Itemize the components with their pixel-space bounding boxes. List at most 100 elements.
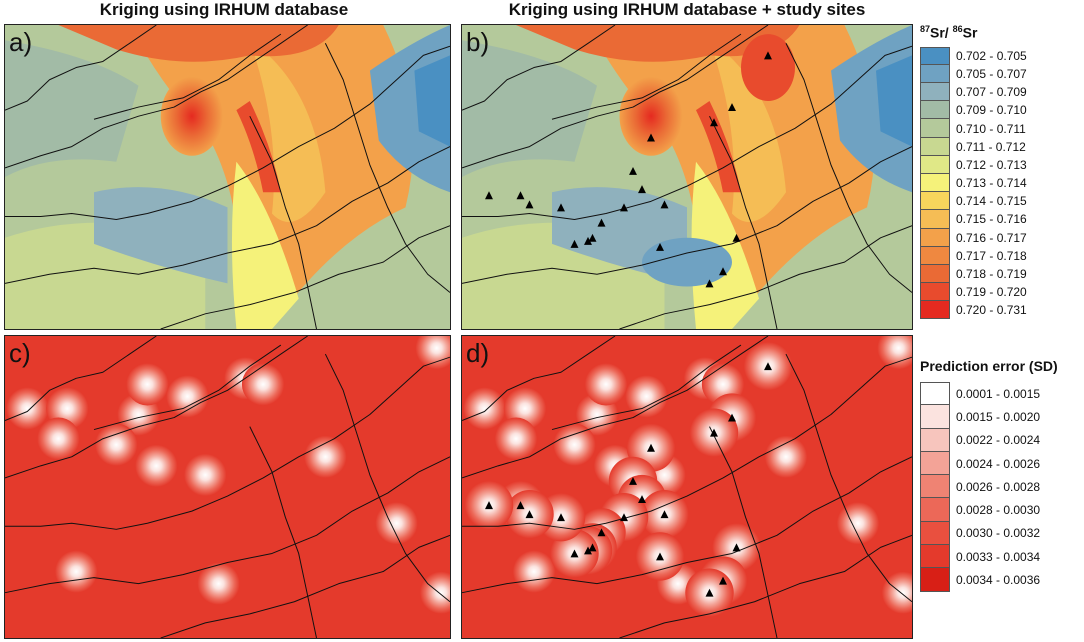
river-line: [551, 344, 742, 431]
legend-item: 0.709 - 0.710: [920, 101, 1027, 120]
river-line: [93, 33, 282, 120]
error-low-zone: [197, 562, 240, 605]
legend-swatch: [920, 301, 950, 320]
legend-item: 0.707 - 0.709: [920, 83, 1027, 102]
legend-item: 0.713 - 0.714: [920, 173, 1027, 193]
legend-swatch: [920, 475, 950, 499]
river-line: [5, 25, 308, 169]
study-site-marker: [710, 428, 718, 437]
map-panel-a: a): [4, 24, 451, 330]
title-right: Kriging using IRHUM database + study sit…: [508, 0, 866, 19]
error-low-zone: [877, 336, 912, 370]
study-site-marker: [656, 552, 664, 561]
river-line: [462, 45, 912, 221]
error-low-zone: [836, 502, 880, 545]
zone-green: [5, 40, 139, 178]
study-site-marker: [485, 501, 493, 510]
river-line: [249, 115, 317, 329]
legend-item: 0.717 - 0.718: [920, 246, 1027, 265]
river-line: [160, 225, 450, 329]
map-b-svg: [462, 25, 912, 329]
river-line: [551, 33, 742, 120]
legend-label: 0.713 - 0.714: [956, 176, 1027, 191]
legend-item: 0.0001 - 0.0015: [920, 382, 1058, 406]
map-panel-b: b): [461, 24, 913, 330]
error-low-zone: [135, 444, 178, 487]
zone-lightorange: [709, 40, 786, 222]
legend-label: 0.712 - 0.713: [956, 157, 1027, 172]
river-line: [5, 146, 450, 284]
map-d-svg: [462, 336, 912, 638]
river-line: [462, 25, 616, 111]
error-low-zone: [512, 550, 556, 593]
legend-label: 0.0026 - 0.0028: [956, 479, 1041, 494]
legend-label: 0.0030 - 0.0032: [956, 526, 1041, 541]
map-panel-d: d): [461, 335, 913, 639]
study-site-marker: [525, 510, 534, 519]
legend-item: 0.711 - 0.712: [920, 137, 1027, 156]
legend-swatch: [920, 228, 950, 247]
study-site-marker: [719, 576, 727, 585]
zone-lightorange: [249, 40, 326, 222]
river-line: [5, 45, 450, 221]
study-site-marker: [516, 501, 525, 510]
legend-swatch: [920, 137, 950, 156]
legend-swatch: [920, 498, 950, 522]
study-site-marker: [620, 203, 628, 212]
legend-swatch: [920, 155, 950, 174]
study-site-marker: [584, 546, 592, 555]
legend-label: 0.716 - 0.717: [956, 230, 1027, 245]
error-low-zone: [6, 387, 49, 430]
legend-swatch: [920, 382, 950, 406]
error-low-zone: [55, 550, 98, 593]
study-site-marker: [525, 200, 534, 209]
panel-label-a: a): [9, 27, 33, 57]
study-site-marker: [638, 495, 646, 504]
legend-label: 0.0022 - 0.0024: [956, 433, 1041, 448]
error-low-zone: [494, 417, 538, 460]
legend-swatch: [920, 192, 950, 211]
legend-swatch: [920, 173, 950, 193]
legend-label: 0.714 - 0.715: [956, 194, 1027, 209]
site-hotspot: [741, 34, 795, 102]
error-low-zone: [95, 423, 138, 466]
zone-green: [462, 40, 597, 178]
river-line: [5, 336, 308, 479]
panel-label-c: c): [9, 338, 31, 368]
legend-label: 0.711 - 0.712: [956, 139, 1026, 154]
legend-item: 0.710 - 0.711: [920, 119, 1027, 138]
study-site-marker: [732, 543, 741, 552]
legend-swatch: [920, 210, 950, 229]
study-site-marker: [660, 200, 669, 209]
legend-sr-title: 87Sr/ 86Sr: [920, 24, 978, 41]
legend-label: 0.718 - 0.719: [956, 267, 1027, 281]
legend-label: 0.707 - 0.709: [956, 85, 1027, 100]
river-line: [785, 353, 912, 603]
legend-label: 0.709 - 0.710: [956, 103, 1027, 118]
legend-label: 0.0028 - 0.0030: [956, 503, 1041, 518]
error-low-zone: [881, 571, 912, 614]
legend-label: 0.719 - 0.720: [956, 285, 1027, 300]
legend-item: 0.718 - 0.719: [920, 264, 1027, 284]
study-site-marker: [710, 118, 718, 127]
river-line: [462, 356, 912, 530]
legend-label: 0.717 - 0.718: [956, 248, 1027, 263]
zone-red-ridge: [696, 101, 741, 193]
river-line: [5, 336, 157, 422]
legend-swatch: [920, 46, 950, 65]
map-a-svg: [5, 25, 450, 329]
river-line: [5, 356, 450, 530]
zone-red-ridge: [236, 101, 281, 193]
error-low-zone: [375, 502, 418, 545]
study-site-marker: [638, 185, 646, 194]
map-c-svg: [5, 336, 450, 638]
river-line: [462, 456, 912, 594]
study-site-marker: [764, 362, 772, 371]
study-site-marker: [597, 218, 606, 227]
legend-item: 0.0033 - 0.0034: [920, 545, 1058, 569]
legend-swatch: [920, 83, 950, 102]
legend-error-title: Prediction error (SD): [920, 358, 1058, 374]
legend-swatch: [920, 568, 950, 592]
legend-swatch: [920, 264, 950, 284]
legend-item: 0.720 - 0.731: [920, 301, 1027, 320]
